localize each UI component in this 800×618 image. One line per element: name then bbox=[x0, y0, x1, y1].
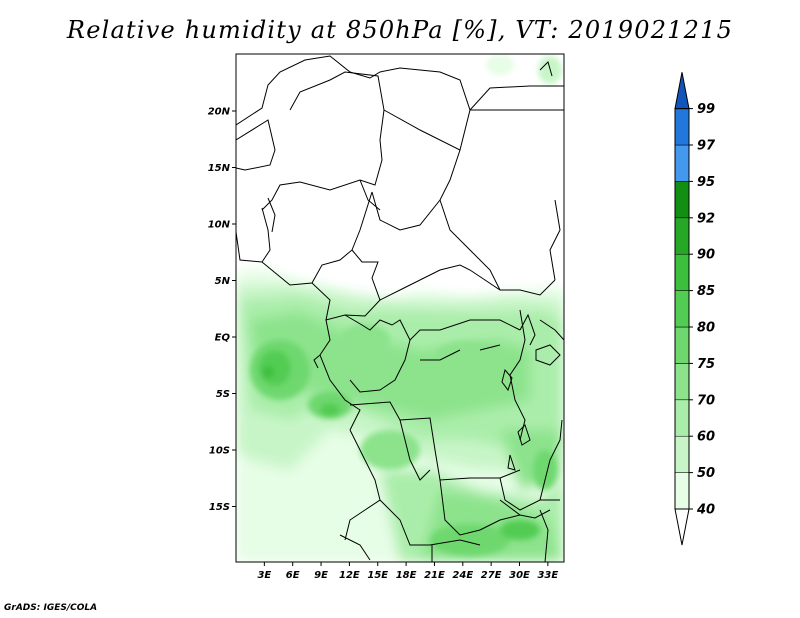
lon-label: 24E bbox=[452, 570, 473, 581]
lat-label: 5S bbox=[216, 389, 230, 400]
colorbar-label: 92 bbox=[697, 211, 715, 226]
colorbar-label: 80 bbox=[697, 321, 715, 336]
colorbar-segment bbox=[674, 144, 690, 182]
lon-label: 3E bbox=[257, 570, 271, 581]
colorbar-segment bbox=[674, 108, 690, 146]
latitude-axis: 20N 15N 10N 5N EQ 5S 10S 15S bbox=[208, 107, 236, 513]
lon-label: 33E bbox=[537, 570, 558, 581]
colorbar-segment bbox=[674, 399, 690, 437]
lat-label: 10N bbox=[208, 220, 231, 231]
lat-label: 10S bbox=[209, 446, 230, 457]
colorbar-label: 90 bbox=[697, 248, 715, 263]
lon-label: 12E bbox=[339, 570, 360, 581]
colorbar-segment bbox=[674, 181, 690, 219]
country-borders bbox=[236, 55, 564, 562]
figure-title: Relative humidity at 850hPa [%], VT: 201… bbox=[66, 16, 734, 44]
colorbar-label: 99 bbox=[697, 102, 715, 117]
colorbar-bottom-arrow bbox=[674, 508, 690, 546]
colorbar-label: 70 bbox=[697, 393, 715, 408]
longitude-axis: 3E 6E 9E 12E 15E 18E 21E 24E 27E 30E 33E bbox=[257, 562, 558, 581]
lat-label: EQ bbox=[215, 333, 231, 344]
lat-label: 15S bbox=[209, 502, 230, 513]
colorbar-top-arrow bbox=[674, 72, 690, 110]
colorbar-label: 60 bbox=[697, 430, 715, 445]
colorbar-label: 85 bbox=[697, 284, 715, 299]
lon-label: 15E bbox=[367, 570, 388, 581]
colorbar-segment bbox=[674, 326, 690, 364]
lon-label: 27E bbox=[481, 570, 502, 581]
map-frame bbox=[235, 53, 565, 563]
grads-credit: GrADS: IGES/COLA bbox=[4, 603, 98, 613]
colorbar-segment bbox=[674, 363, 690, 401]
lon-label: 21E bbox=[424, 570, 445, 581]
lat-label: 15N bbox=[208, 163, 231, 174]
colorbar-segment bbox=[674, 472, 690, 510]
colorbar-label: 95 bbox=[697, 175, 715, 190]
lon-label: 9E bbox=[314, 570, 328, 581]
colorbar-label: 97 bbox=[697, 139, 716, 154]
colorbar-segment bbox=[674, 290, 690, 328]
lon-label: 6E bbox=[286, 570, 300, 581]
colorbar-label: 40 bbox=[696, 503, 715, 518]
colorbar-segment bbox=[674, 217, 690, 255]
colorbar-frame bbox=[674, 108, 690, 510]
lat-label: 5N bbox=[215, 276, 231, 287]
colorbar-label: 50 bbox=[697, 466, 715, 481]
colorbar: 40 50 60 70 75 80 85 90 92 95 97 99 bbox=[674, 72, 716, 546]
humidity-field bbox=[236, 55, 564, 562]
lon-label: 30E bbox=[509, 570, 530, 581]
colorbar-label: 75 bbox=[697, 357, 715, 372]
colorbar-segment bbox=[674, 253, 690, 291]
lon-label: 18E bbox=[396, 570, 417, 581]
colorbar-segment bbox=[674, 435, 690, 473]
lat-label: 20N bbox=[208, 107, 231, 118]
